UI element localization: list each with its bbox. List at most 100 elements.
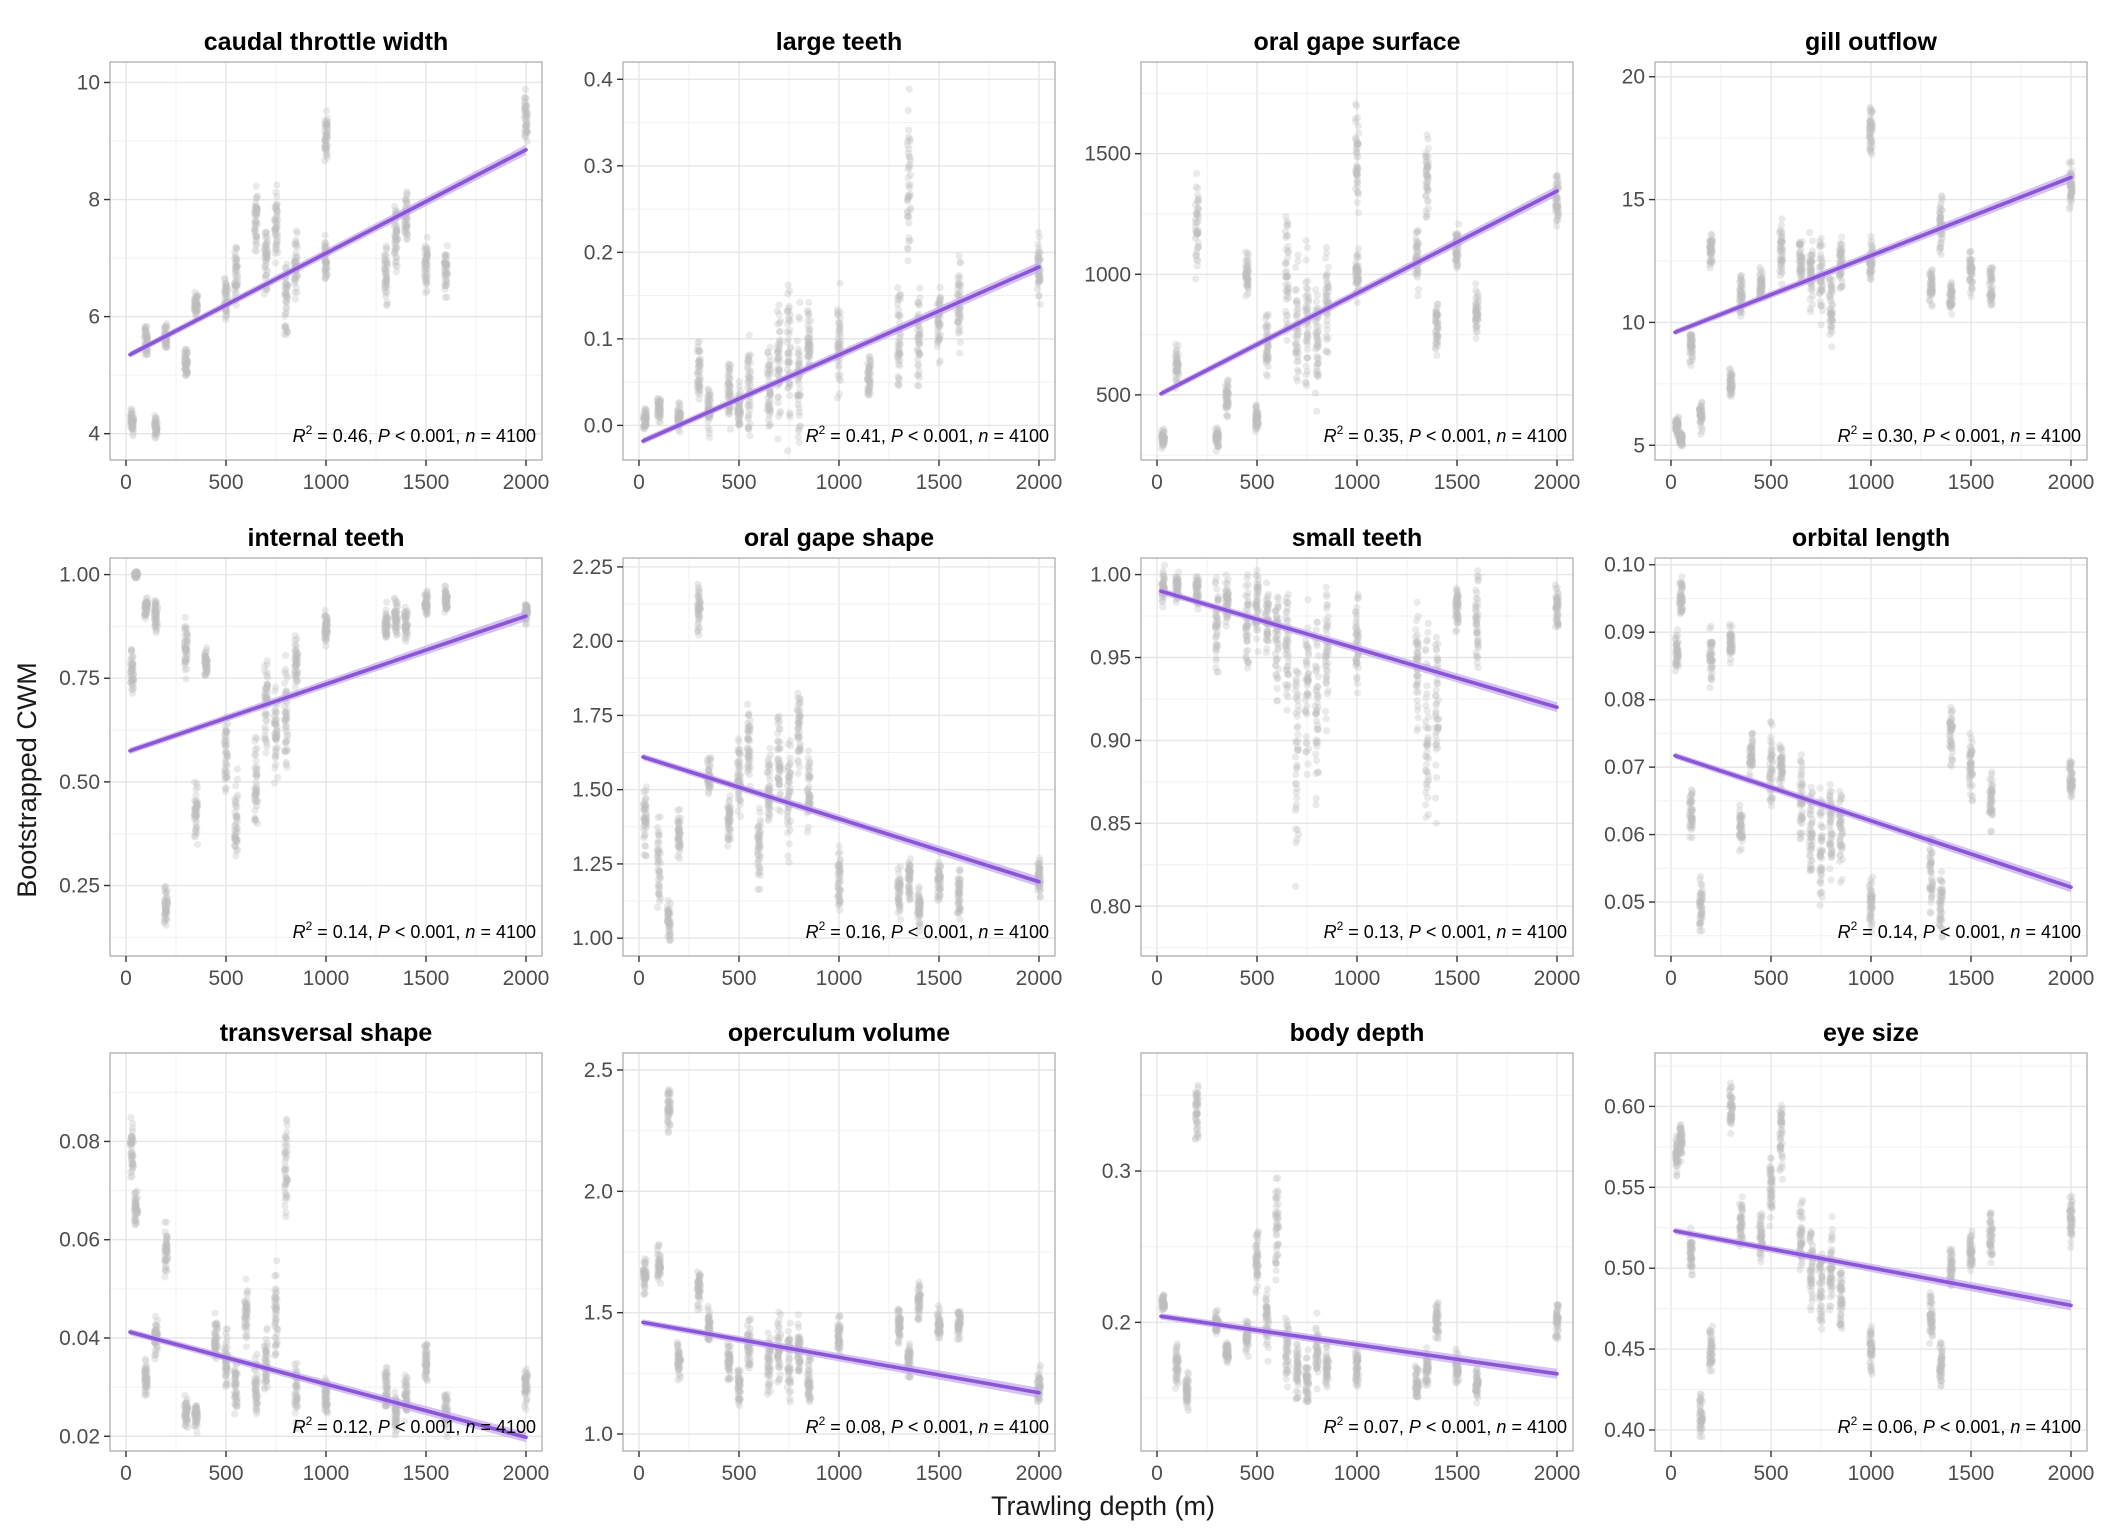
x-tick-label: 1500 — [1948, 471, 1995, 494]
data-point — [392, 614, 400, 622]
data-point — [151, 417, 159, 425]
data-point — [252, 232, 261, 241]
data-point — [1866, 117, 1874, 125]
data-point — [1174, 367, 1182, 375]
data-point — [1867, 240, 1875, 248]
data-point — [1263, 372, 1271, 380]
data-point — [142, 329, 150, 337]
data-point — [201, 652, 209, 660]
data-point — [1697, 417, 1706, 425]
data-point — [129, 422, 137, 430]
data-point — [272, 188, 280, 196]
data-point — [151, 430, 159, 438]
data-point — [153, 425, 161, 433]
data-point — [775, 319, 784, 327]
data-point — [441, 293, 449, 301]
x-tick-label: 0 — [633, 471, 645, 494]
data-point — [1671, 416, 1680, 424]
data-point — [1283, 287, 1291, 295]
x-tick-label: 500 — [1239, 471, 1274, 494]
data-point — [1222, 401, 1230, 409]
data-point — [1966, 276, 1974, 284]
data-point — [1928, 290, 1936, 298]
data-point — [2067, 195, 2076, 203]
data-point — [1034, 254, 1042, 263]
data-point — [143, 322, 151, 330]
data-point — [129, 424, 137, 432]
data-point — [1353, 298, 1361, 306]
data-point — [1033, 285, 1042, 293]
data-point — [916, 284, 924, 292]
data-point — [1867, 150, 1876, 159]
data-point — [190, 814, 199, 822]
data-point — [906, 204, 915, 212]
data-point — [1292, 286, 1300, 294]
y-tick-label: 15 — [1622, 189, 1645, 212]
data-point — [129, 429, 137, 437]
data-point — [422, 257, 430, 265]
x-tick-label: 2000 — [1534, 471, 1581, 494]
data-point — [793, 337, 802, 345]
data-point — [1314, 355, 1323, 363]
data-point — [1293, 358, 1301, 366]
data-point — [281, 652, 290, 660]
data-point — [152, 424, 160, 432]
data-point — [1314, 343, 1322, 351]
data-point — [1352, 118, 1360, 126]
data-point — [1778, 257, 1786, 265]
data-point — [1324, 263, 1332, 271]
data-point — [905, 192, 913, 200]
data-point — [282, 748, 290, 756]
x-tick-label: 1000 — [1848, 471, 1895, 494]
y-tick-label: 0.2 — [584, 241, 613, 264]
data-point — [129, 424, 137, 432]
data-point — [152, 424, 160, 432]
data-point — [127, 410, 135, 418]
data-point — [441, 280, 449, 288]
data-point — [129, 420, 137, 428]
data-point — [1192, 275, 1200, 283]
data-point — [745, 331, 753, 339]
data-point — [656, 418, 664, 426]
data-point — [676, 401, 684, 409]
data-point — [1244, 249, 1252, 257]
data-point — [726, 425, 735, 433]
point-cluster-2 — [150, 411, 162, 442]
data-point — [786, 311, 795, 319]
data-point — [291, 279, 299, 288]
data-point — [1697, 430, 1705, 438]
data-point — [128, 406, 136, 414]
data-point — [221, 759, 230, 767]
data-point — [654, 411, 662, 419]
data-point — [1686, 337, 1694, 345]
data-point — [390, 249, 399, 257]
data-point — [152, 418, 160, 426]
data-point — [894, 296, 903, 304]
data-point — [401, 634, 409, 642]
data-point — [129, 421, 137, 429]
data-point — [191, 832, 199, 840]
data-point — [1324, 282, 1332, 290]
data-point — [127, 415, 135, 423]
data-point — [1937, 250, 1945, 259]
data-point — [144, 350, 152, 358]
data-point — [129, 423, 137, 431]
data-point — [1354, 275, 1362, 283]
data-point — [1968, 286, 1976, 294]
data-point — [221, 283, 230, 291]
data-point — [1948, 310, 1956, 318]
data-point — [1937, 213, 1945, 222]
data-point — [1737, 288, 1745, 296]
data-point — [905, 126, 913, 134]
data-point — [272, 259, 280, 267]
data-point — [142, 331, 151, 340]
data-point — [773, 307, 782, 315]
data-point — [194, 840, 202, 849]
data-point — [1838, 233, 1846, 241]
data-point — [223, 748, 231, 756]
data-point — [805, 298, 813, 307]
data-point — [262, 736, 270, 745]
